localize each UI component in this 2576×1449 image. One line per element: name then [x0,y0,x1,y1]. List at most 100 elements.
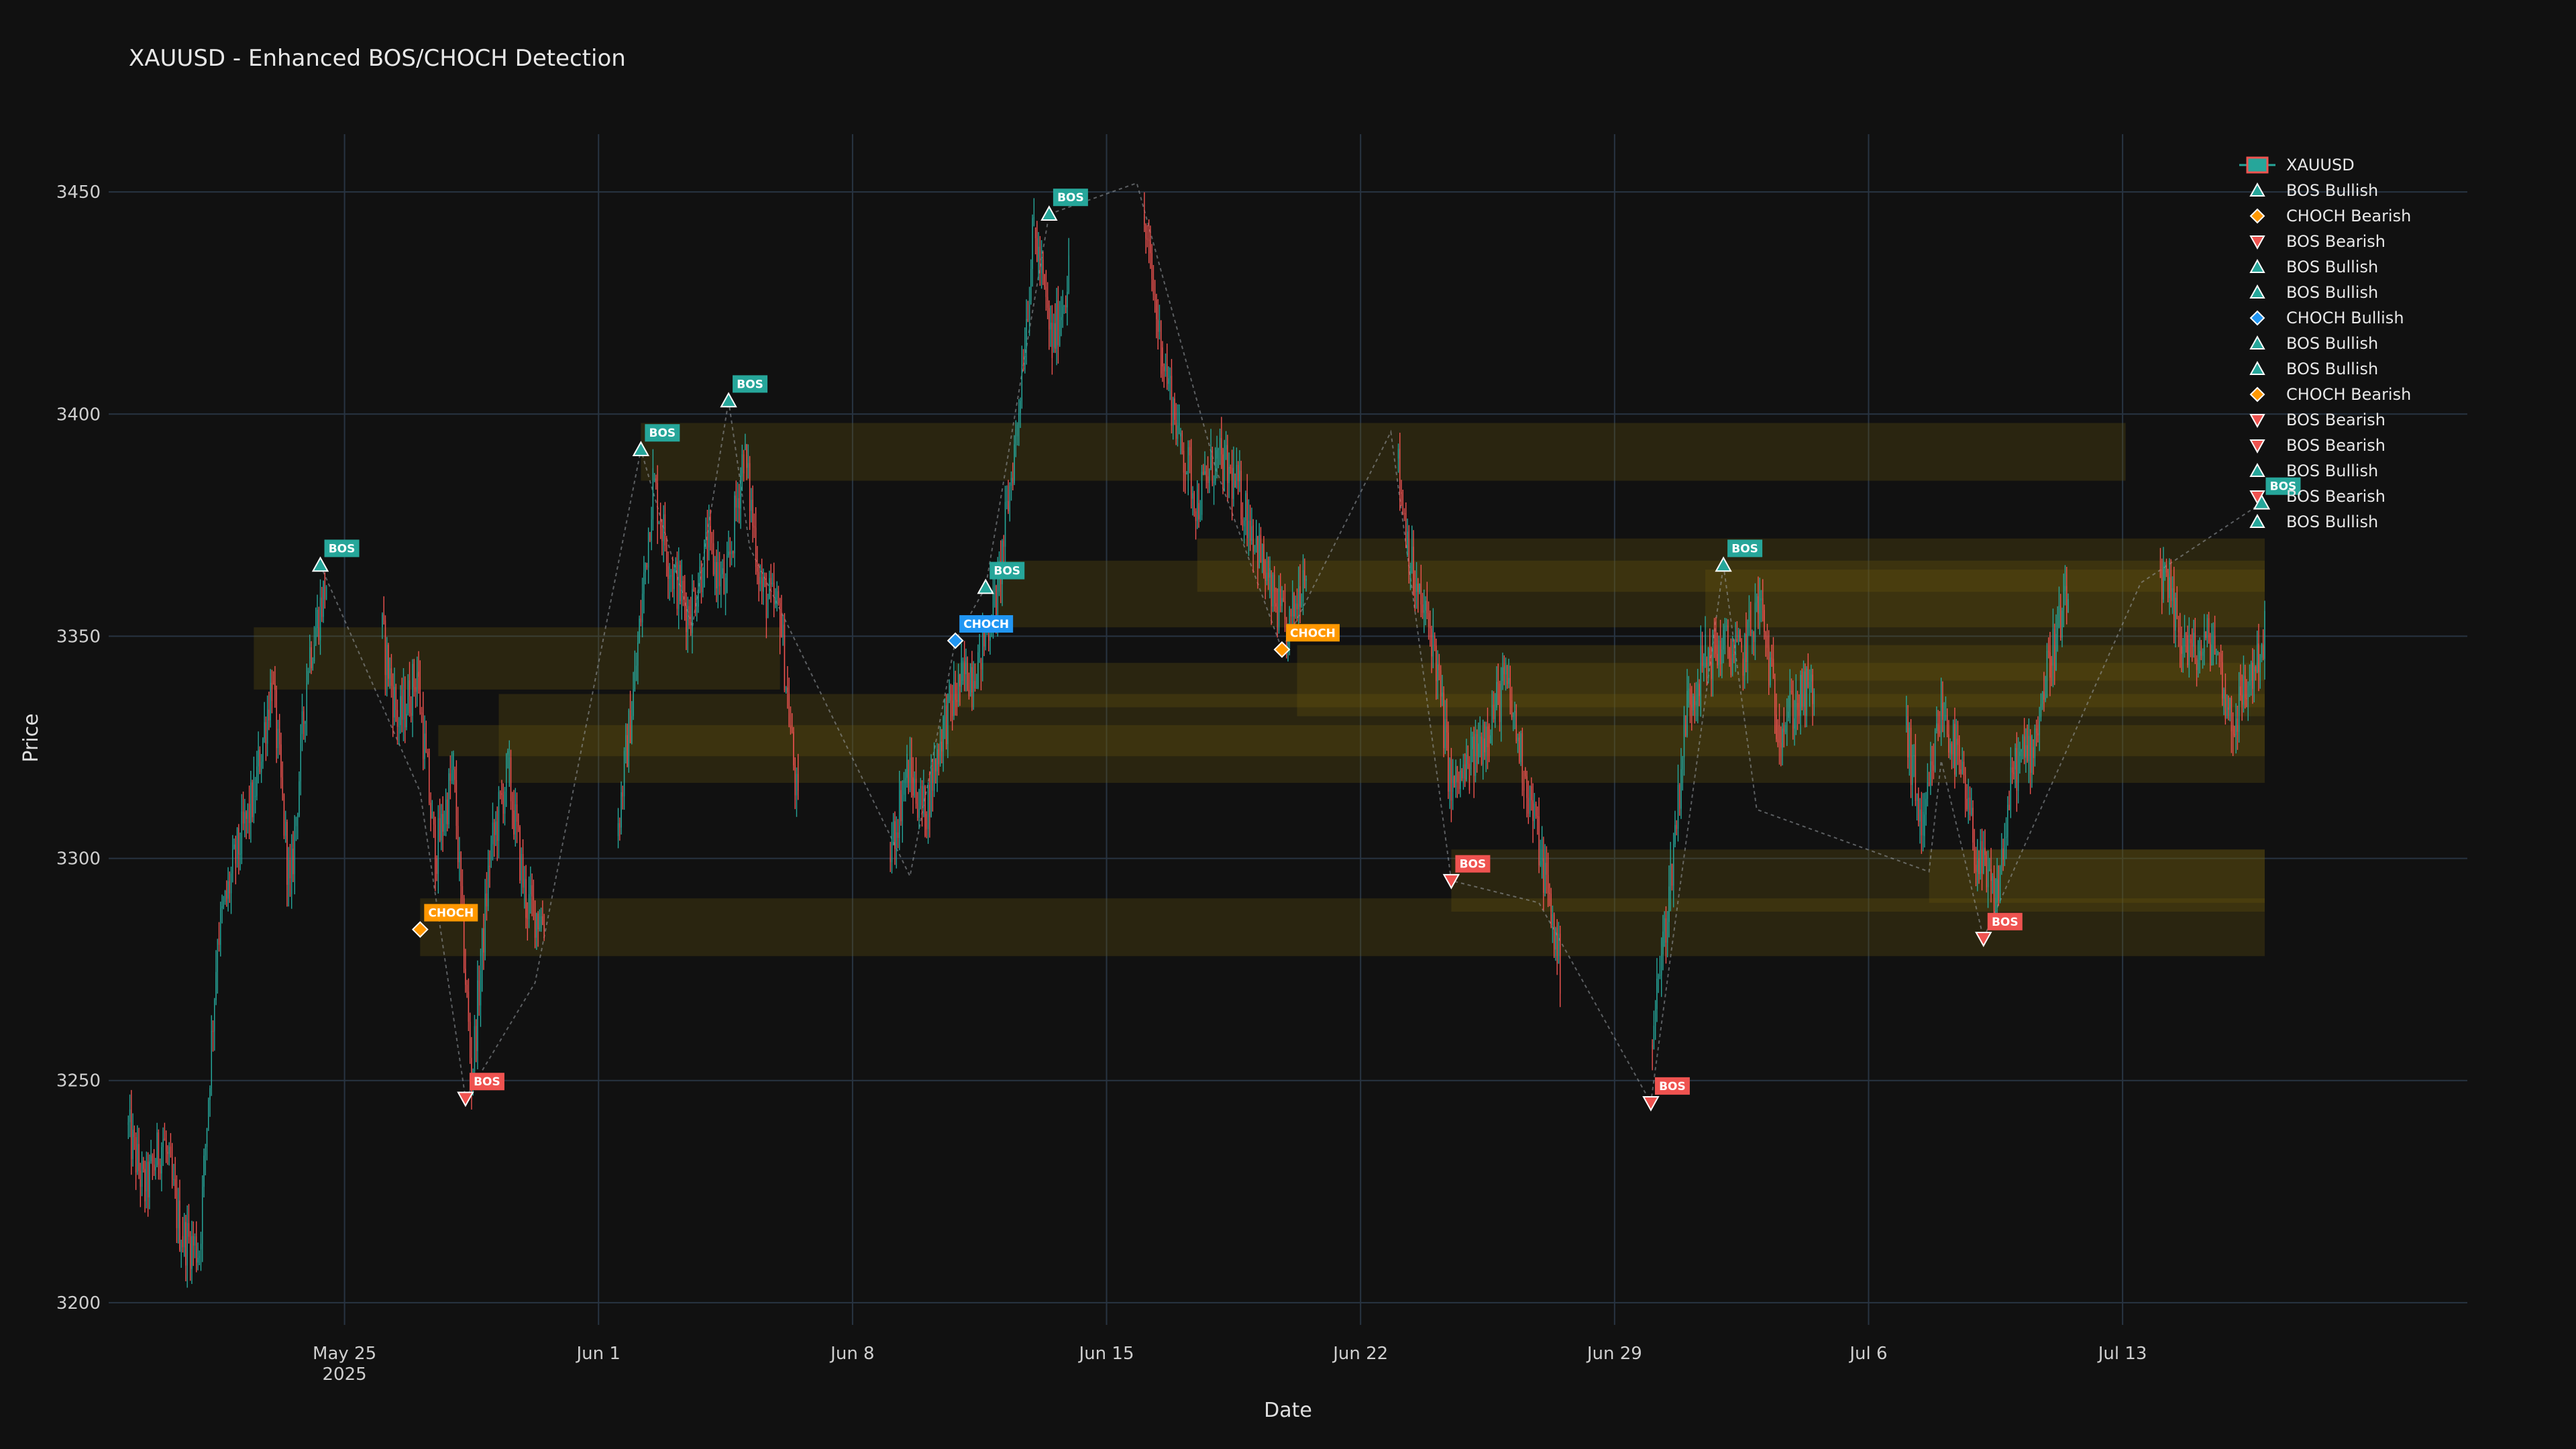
bos-bullish-triangle-icon[interactable] [2249,360,2265,375]
candle-body [1532,800,1534,822]
candle-body [945,705,947,745]
bos-bullish-triangle-icon[interactable] [2249,335,2265,350]
structure-marker[interactable]: BOS [1642,1077,1690,1112]
candle-body [2231,698,2233,732]
legend-item[interactable]: BOS Bearish [2249,436,2385,455]
bos-bullish-triangle-icon[interactable] [2249,258,2265,273]
legend[interactable]: XAUUSD BOS Bullish CHOCH Bearish BOS Bearis… [2239,156,2411,531]
candle-body [1305,579,1307,581]
structure-marker[interactable]: BOS [1975,912,2023,947]
structure-marker[interactable]: BOS [1040,189,1088,221]
bos-bearish-triangle-icon[interactable] [2249,235,2265,250]
candle-body [1449,759,1450,792]
choch-bullish-diamond-icon[interactable] [2249,310,2265,326]
candle-body [2247,685,2249,699]
structure-marker[interactable]: BOS [2253,477,2301,510]
legend-item[interactable]: BOS Bullish [2249,334,2378,353]
choch-bearish-diamond-icon[interactable] [1273,641,1291,658]
structure-marker[interactable]: BOS [311,539,360,572]
structure-marker[interactable]: BOS [977,561,1025,594]
candle-body [994,585,996,590]
bos-bearish-triangle-icon[interactable] [2249,439,2265,454]
candle-body [1163,366,1165,372]
candle-body [1912,755,1913,786]
structure-marker[interactable]: BOS [1442,855,1491,890]
candle-body [1983,847,1984,873]
legend-item[interactable]: BOS Bearish [2249,487,2385,506]
structure-marker[interactable]: BOS [632,424,680,457]
structure-marker[interactable]: BOS [1715,539,1763,572]
candle-body [1224,449,1226,488]
bos-bullish-triangle-icon[interactable] [2249,182,2265,197]
bos-bullish-triangle-icon[interactable] [2249,513,2265,528]
candle-body [1695,701,1697,706]
choch-bullish-diamond-icon[interactable] [947,632,964,649]
price-zone [1705,570,2265,681]
legend-item[interactable]: XAUUSD [2239,156,2355,174]
bos-bearish-triangle-icon[interactable] [2249,414,2265,429]
candle-body [468,991,470,1022]
bos-bullish-triangle-icon[interactable] [977,578,994,594]
legend-item[interactable]: BOS Bearish [2249,411,2385,429]
structure-marker[interactable]: BOS [720,375,768,408]
bos-bearish-triangle-icon[interactable] [2249,490,2265,505]
structure-marker[interactable]: CHOCH [947,615,1014,649]
legend-item[interactable]: CHOCH Bearish [2249,207,2411,225]
legend-item[interactable]: BOS Bullish [2249,283,2378,302]
bos-bullish-triangle-icon[interactable] [1040,205,1058,221]
bos-bearish-triangle-icon[interactable] [1975,931,1992,947]
candle-body [2187,635,2188,665]
structure-marker[interactable]: CHOCH [411,904,478,938]
choch-bearish-diamond-icon[interactable] [411,921,429,938]
bos-bearish-triangle-icon[interactable] [1642,1096,1660,1112]
structure-markers[interactable]: BOS CHOCH BOS BOS BOS CHOCH BOS BOS CHOCH BOS BOS B… [311,189,2301,1112]
legend-item[interactable]: BOS Bullish [2249,513,2378,531]
candle-body [2217,652,2218,655]
legend-item[interactable]: CHOCH Bullish [2249,309,2404,327]
candle-body [1299,586,1301,607]
candle-body [1056,300,1057,349]
legend-label: XAUUSD [2286,156,2355,174]
choch-bearish-diamond-icon[interactable] [2249,386,2265,402]
candle-body [752,500,753,526]
candle-body [1485,727,1487,753]
bos-bullish-triangle-icon[interactable] [632,441,650,457]
candle-body [1050,322,1051,330]
choch-bearish-diamond-icon[interactable] [2249,208,2265,224]
bos-bearish-triangle-icon[interactable] [1442,873,1460,890]
bos-bullish-triangle-icon[interactable] [1715,556,1732,572]
legend-item[interactable]: BOS Bullish [2249,360,2378,378]
candle-body [1006,500,1008,502]
candle-body [1462,764,1464,779]
candlestick-series[interactable] [127,192,2265,1288]
candle-body [1010,478,1012,486]
candle-body [743,454,745,474]
candle-body [782,625,784,637]
legend-item[interactable]: CHOCH Bearish [2249,385,2411,404]
candle-body [2007,804,2008,837]
legend-item[interactable]: BOS Bearish [2249,232,2385,251]
structure-marker[interactable]: BOS [457,1073,504,1108]
bos-bullish-triangle-icon[interactable] [2249,284,2265,299]
legend-item[interactable]: BOS Bullish [2249,181,2378,200]
legend-item[interactable]: BOS Bullish [2249,258,2378,276]
structure-marker[interactable]: CHOCH [1273,624,1340,658]
candle-body [1674,824,1676,845]
bos-bullish-triangle-icon[interactable] [720,392,737,408]
candle-body [1293,592,1295,616]
candle-body [939,741,941,765]
legend-item[interactable]: BOS Bullish [2249,462,2378,480]
candle-body [1159,320,1161,332]
bos-bearish-triangle-icon[interactable] [457,1091,474,1108]
candle-body [1496,682,1497,708]
bos-bullish-triangle-icon[interactable] [311,556,329,572]
candle-body [696,606,698,612]
candle-body [787,687,788,693]
candle-body [174,1179,176,1188]
candle-body [2017,756,2019,791]
candle-body [1216,449,1218,459]
bos-bullish-triangle-icon[interactable] [2249,462,2265,477]
candle-body [1673,844,1674,886]
candle-body [524,879,525,888]
candle-body [1939,731,1941,734]
